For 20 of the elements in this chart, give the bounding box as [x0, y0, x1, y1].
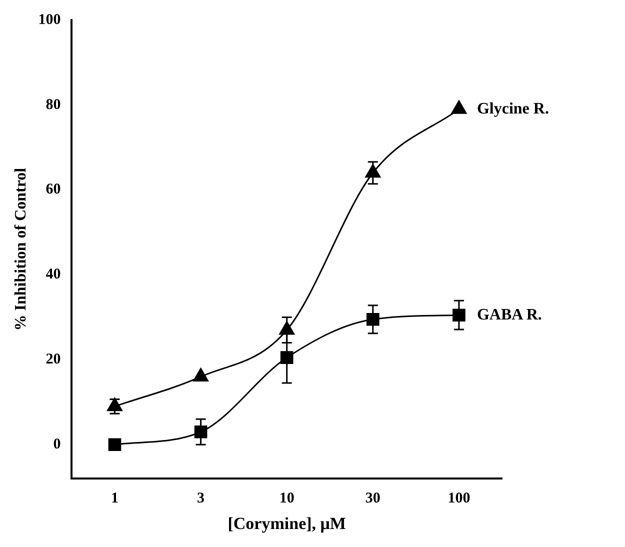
series-label: GABA R.	[476, 306, 542, 324]
point	[366, 312, 380, 326]
x-tick-label: 100	[448, 490, 470, 506]
point	[108, 438, 122, 452]
y-tick-label: 80	[46, 96, 61, 113]
x-tick-label: 30	[365, 490, 380, 506]
series-label: Glycine R.	[476, 100, 549, 118]
y-axis-title: % Inhibition of Control	[12, 167, 30, 331]
x-axis-title: [Corymine], μM	[228, 514, 346, 534]
x-tick-label: 3	[197, 490, 205, 506]
y-tick-label: 100	[38, 12, 61, 28]
point	[451, 100, 467, 114]
point	[280, 351, 294, 364]
x-tick-label: 1	[110, 490, 118, 506]
y-tick-label: 60	[46, 182, 61, 198]
y-tick-label: 0	[53, 436, 61, 453]
point	[452, 308, 466, 322]
x-tick-label: 10	[279, 490, 294, 506]
y-tick-label: 40	[46, 266, 61, 283]
y-tick-label: 20	[46, 352, 61, 368]
